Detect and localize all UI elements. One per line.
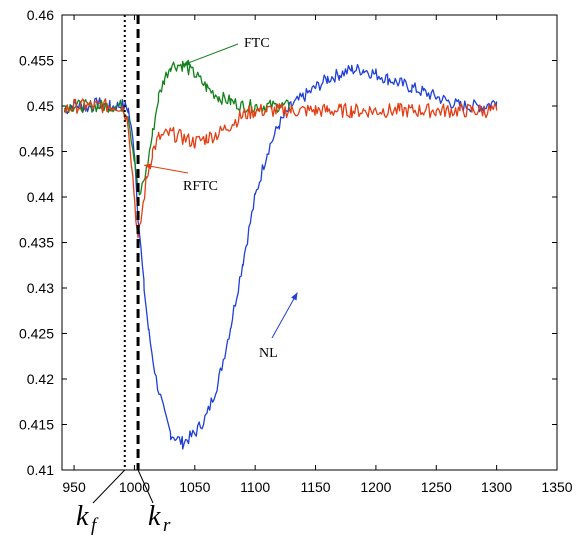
y-tick-label: 0.435 <box>19 235 54 251</box>
annotation-label-nl: NL <box>259 346 278 361</box>
reference-lines <box>123 15 140 470</box>
x-tick-label: 1050 <box>179 479 210 495</box>
y-tick-label: 0.41 <box>27 462 54 478</box>
x-tick-label: 950 <box>62 479 86 495</box>
y-tick-label: 0.45 <box>27 98 54 114</box>
x-tick-label: 1000 <box>119 479 150 495</box>
k-label-f: k <box>76 501 89 532</box>
x-tick-label: 1350 <box>541 479 572 495</box>
series-line-ftc <box>63 60 293 196</box>
k-leader-f <box>92 469 126 504</box>
annotation-arrow-rftc <box>144 164 189 174</box>
y-tick-label: 0.46 <box>27 7 54 23</box>
y-tick-label: 0.43 <box>27 280 54 296</box>
x-tick-label: 1200 <box>360 479 391 495</box>
k-leader-r <box>137 469 154 504</box>
y-axis: 0.41 0.415 0.42 0.425 0.43 0.435 0.44 0.445 0.45… <box>19 7 557 478</box>
annotation-arrowhead-nl <box>291 292 298 301</box>
y-tick-label: 0.44 <box>27 189 54 205</box>
k-subscript-r: r <box>163 515 171 536</box>
y-tick-label: 0.415 <box>19 417 54 433</box>
series-layer <box>63 60 498 450</box>
x-tick-label: 1100 <box>240 479 270 495</box>
annotation-arrow-ftc <box>182 43 239 66</box>
x-tick-label: 1150 <box>300 479 330 495</box>
k-subscript-f: f <box>91 515 99 536</box>
x-axis: 950 1000 1050 1100 1150 1200 1250 1300 1350 <box>62 15 573 495</box>
y-tick-label: 0.425 <box>19 326 54 342</box>
x-tick-label: 1300 <box>481 479 512 495</box>
y-tick-label: 0.445 <box>19 144 54 160</box>
y-tick-label: 0.455 <box>19 53 54 69</box>
plot-area-frame <box>61 14 558 471</box>
series-line-rftc <box>63 98 498 239</box>
annotation-arrow-nl <box>271 292 298 339</box>
annotation-arrowhead-rftc <box>144 163 152 170</box>
y-tick-label: 0.42 <box>27 371 54 387</box>
series-annotations: FTC RFTC NL <box>144 36 298 361</box>
annotation-label-ftc: FTC <box>244 36 270 51</box>
k-label-r: k <box>148 501 161 532</box>
series-line-nl <box>63 63 498 450</box>
annotation-label-rftc: RFTC <box>183 179 218 194</box>
annotation-arrowhead-ftc <box>182 59 191 66</box>
x-tick-label: 1250 <box>421 479 452 495</box>
